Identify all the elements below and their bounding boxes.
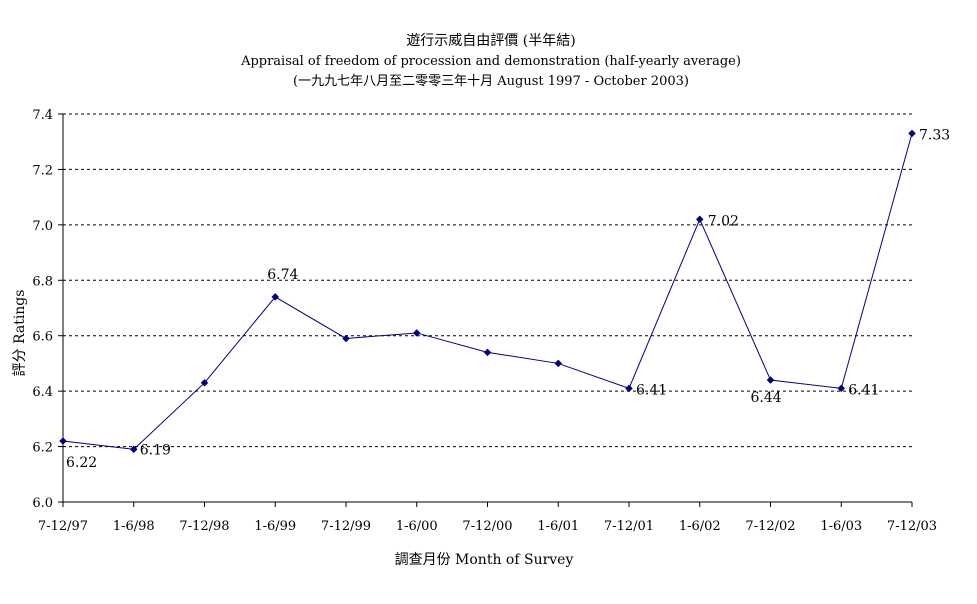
x-tick-label: 1-6/03 (820, 519, 862, 534)
data-label: 7.33 (919, 127, 950, 143)
data-label: 6.41 (848, 382, 879, 398)
x-tick-label: 7-12/01 (604, 519, 654, 534)
chart-subtitle: Appraisal of freedom of procession and d… (240, 54, 741, 69)
data-point (766, 376, 775, 384)
y-tick-label: 6.8 (32, 274, 53, 289)
data-point (59, 437, 67, 445)
data-label: 6.74 (267, 267, 298, 283)
data-point (908, 129, 916, 138)
y-tick-label: 7.4 (32, 108, 53, 123)
x-tick-label: 1-6/01 (537, 519, 579, 534)
x-tick-labels: 7-12/97 1-6/98 7-12/98 1-6/99 7-12/99 1-6/00 7… (38, 519, 937, 534)
data-point (129, 445, 138, 454)
data-point (837, 384, 846, 393)
axes (58, 113, 913, 507)
data-point (695, 215, 704, 224)
data-point (271, 293, 280, 301)
y-tick-label: 6.0 (32, 496, 53, 511)
chart-subtitle-period: (一九九七年八月至二零零三年十月 August 1997 - October 2… (293, 74, 689, 89)
data-point (412, 329, 421, 337)
data-label: 6.19 (140, 442, 171, 458)
x-tick-label: 7-12/00 (462, 519, 512, 534)
data-markers (59, 129, 916, 454)
y-tick-label: 6.4 (32, 385, 53, 400)
y-tick-labels: 6.0 6.2 6.4 6.6 6.8 7.0 7.2 7.4 (32, 108, 53, 511)
y-tick-label: 7.2 (32, 163, 53, 178)
x-tick-label: 7-12/98 (179, 519, 229, 534)
data-point (483, 348, 492, 357)
series-line (62, 133, 913, 450)
x-tick-label: 7-12/99 (321, 519, 371, 534)
x-tick-label: 1-6/00 (396, 519, 438, 534)
x-tick-label: 1-6/02 (679, 519, 721, 534)
y-tick-label: 6.2 (32, 441, 53, 456)
y-tick-label: 7.0 (32, 219, 53, 234)
data-point (554, 359, 563, 368)
y-tick-label: 6.6 (32, 330, 53, 345)
x-tick-label: 7-12/97 (38, 519, 88, 534)
data-label: 6.44 (751, 390, 782, 406)
x-tick-label: 1-6/99 (254, 519, 296, 534)
data-point (200, 378, 209, 387)
data-point (625, 384, 633, 393)
x-tick-label: 7-12/02 (745, 519, 795, 534)
x-tick-label: 7-12/03 (887, 519, 937, 534)
data-label: 6.22 (66, 455, 97, 471)
data-point (342, 334, 350, 343)
data-label: 7.02 (708, 213, 739, 229)
series-line-path (62, 133, 913, 450)
x-tick-label: 1-6/98 (113, 519, 155, 534)
data-label: 6.41 (636, 382, 667, 398)
chart-title: 遊行示威自由評價 (半年結) (406, 32, 575, 49)
x-axis-label: 調查月份 Month of Survey (395, 552, 574, 568)
data-labels: 6.22 6.19 6.74 6.41 7.02 6.44 6.41 7.33 (66, 127, 950, 471)
y-axis-label: 評分 Ratings (12, 290, 28, 377)
